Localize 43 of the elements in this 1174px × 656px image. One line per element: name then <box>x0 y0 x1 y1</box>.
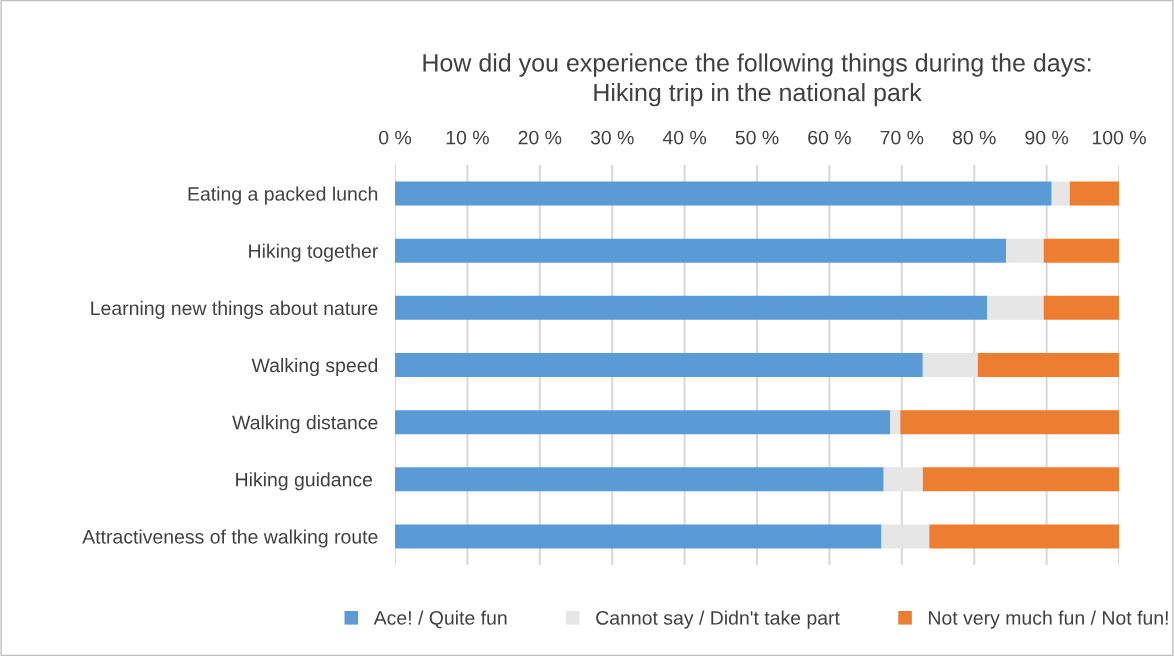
bar <box>1043 238 1119 263</box>
y-tick-label: Hiking together <box>249 243 379 262</box>
y-tick-label: Walking distance <box>232 415 378 434</box>
y-tick-label: Walking speed <box>251 357 378 377</box>
legend-label: Cannot say / Didn't take part <box>596 610 840 629</box>
x-tick-label: 0 % <box>379 130 412 145</box>
bar <box>987 295 1044 320</box>
bar <box>883 467 923 492</box>
bar <box>890 410 901 435</box>
bar <box>881 524 930 549</box>
y-tick-label: Eating a packed lunch <box>188 186 378 205</box>
bar <box>395 467 884 492</box>
y-tick-label: Learning new things about nature <box>91 300 378 319</box>
chart-title: How did you experience the following things during the days: Hiking trip in the national park <box>423 53 1091 107</box>
bar <box>395 353 923 377</box>
x-tick-label: 30 % <box>590 130 634 145</box>
bar <box>395 524 882 549</box>
bar <box>395 410 891 435</box>
x-tick-label: 60 % <box>808 130 851 145</box>
x-tick-label: 20 % <box>518 130 562 145</box>
bar <box>1006 238 1044 263</box>
x-tick-label: 50 % <box>735 130 779 145</box>
y-tick-label: Attractiveness of the walking route <box>82 529 378 548</box>
bar <box>929 524 1119 549</box>
x-tick-label: 90 % <box>1025 130 1069 145</box>
bar <box>395 238 1007 263</box>
bar <box>922 467 1119 492</box>
x-tick-label: 70 % <box>880 130 924 145</box>
legend-label: Ace! / Quite fun <box>373 610 507 629</box>
legend-label: Not very much fun / Not fun! <box>929 610 1168 629</box>
bar <box>977 353 1119 377</box>
bar <box>395 181 1052 206</box>
x-tick-label: 80 % <box>952 130 996 145</box>
bar <box>922 353 978 377</box>
x-tick-label: 40 % <box>662 130 707 145</box>
x-tick-label: 10 % <box>446 130 489 145</box>
bar <box>1069 181 1119 206</box>
bar <box>1051 181 1070 206</box>
y-tick-label: Hiking guidance <box>236 472 373 491</box>
bar <box>395 295 988 320</box>
x-tick-label: 100 % <box>1092 130 1146 145</box>
bar <box>900 410 1119 435</box>
bar <box>1043 295 1119 320</box>
